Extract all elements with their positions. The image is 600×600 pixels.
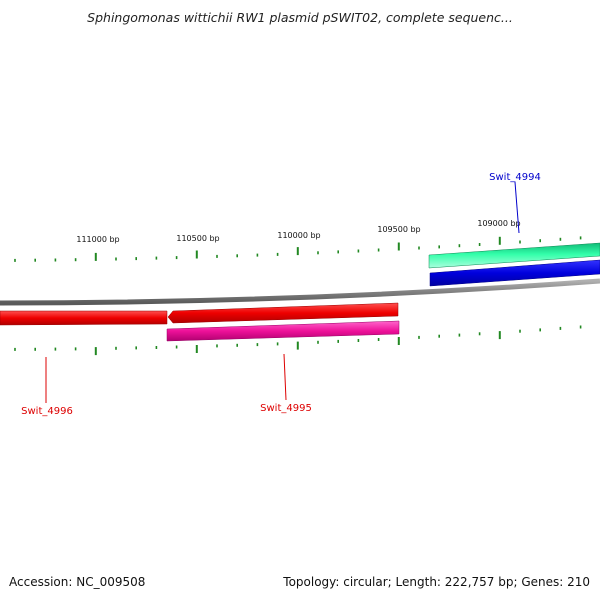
map-title: Sphingomonas wittichii RW1 plasmid pSWIT…: [87, 10, 513, 25]
gene-arc-swit-4996[interactable]: [0, 310, 168, 326]
gene-label-swit-4996[interactable]: Swit_4996: [21, 406, 73, 417]
accession-label: Accession: NC_009508: [9, 575, 146, 589]
gene-label-swit-4995[interactable]: Swit_4995: [260, 403, 312, 414]
scale-ticks-bottom: [14, 325, 582, 356]
genome-summary: Topology: circular; Length: 222,757 bp; …: [283, 575, 590, 589]
genome-backbone: [0, 278, 600, 306]
scale-label: 109000 bp: [477, 219, 520, 228]
gene-label-leader: [514, 181, 520, 234]
gene-label-leader: [283, 353, 287, 401]
gene-labels: Swit_4996 Swit_4995 Swit_4994: [21, 172, 541, 417]
scale-ticks-top: [14, 236, 582, 262]
scale-label: 109500 bp: [377, 225, 420, 234]
gene-arc-swit-4995[interactable]: [167, 302, 399, 324]
gene-label-swit-4994[interactable]: Swit_4994: [489, 172, 541, 183]
scale-label: 110500 bp: [176, 234, 219, 243]
scale-label: 111000 bp: [76, 235, 119, 244]
gene-arc-swit-4994[interactable]: [429, 259, 600, 287]
rna-arc-swit-4995[interactable]: [166, 320, 400, 342]
scale-labels: 111000 bp 110500 bp 110000 bp 109500 bp …: [76, 219, 520, 244]
scale-label: 110000 bp: [277, 231, 320, 240]
rna-arc-swit-4994[interactable]: [428, 242, 600, 269]
feature-arcs: [0, 242, 600, 342]
